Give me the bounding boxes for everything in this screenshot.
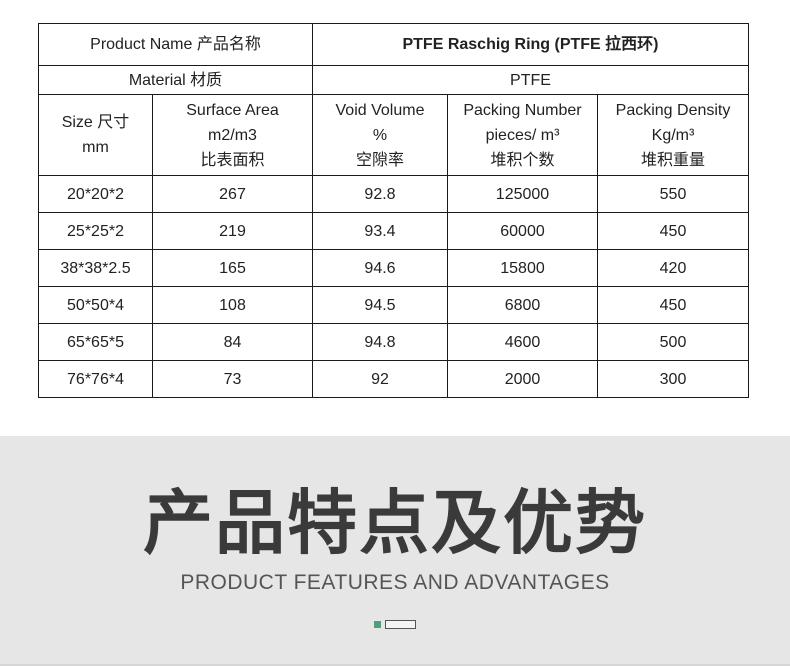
product-name-row: Product Name 产品名称 PTFE Raschig Ring (PTF… [38,23,749,66]
column-header-line: Packing Number [463,101,582,119]
table-row: 20*20*2 267 92.8 125000 550 [38,175,749,213]
packing-density-cell: 500 [597,323,749,361]
size-cell: 20*20*2 [38,175,153,213]
spec-table: Product Name 产品名称 PTFE Raschig Ring (PTF… [38,23,749,398]
packing-density-cell: 300 [597,360,749,398]
void-volume-cell: 92.8 [312,175,448,213]
column-header-line: 堆积重量 [640,151,705,169]
column-header-line: % [372,126,388,144]
table-row: 38*38*2.5 165 94.6 15800 420 [38,249,749,287]
packing-density-cell: 550 [597,175,749,213]
column-header-packing-density: Packing Density Kg/m³ 堆积重量 [597,94,749,176]
packing-number-cell: 2000 [447,360,598,398]
size-cell: 76*76*4 [38,360,153,398]
divider [0,664,790,666]
column-header-size: Size 尺寸 mm [38,94,153,176]
surface-area-cell: 73 [152,360,313,398]
size-cell: 38*38*2.5 [38,249,153,287]
column-header-packing-number: Packing Number pieces/ m³ 堆积个数 [447,94,598,176]
material-label: Material 材质 [38,65,313,95]
material-value: PTFE [312,65,749,95]
column-header-line: mm [82,139,109,156]
surface-area-cell: 108 [152,286,313,324]
column-header-line: 比表面积 [200,151,265,169]
column-header-line: m2/m3 [208,126,257,144]
column-header-line: Packing Density [615,101,731,119]
packing-density-cell: 450 [597,212,749,250]
size-cell: 50*50*4 [38,286,153,324]
table-row: 76*76*4 73 92 2000 300 [38,360,749,398]
section-title-chinese: 产品特点及优势 [143,482,647,564]
surface-area-cell: 165 [152,249,313,287]
size-cell: 65*65*5 [38,323,153,361]
void-volume-cell: 94.8 [312,323,448,361]
packing-number-cell: 6800 [447,286,598,324]
void-volume-cell: 94.5 [312,286,448,324]
column-header-line: pieces/ m³ [485,126,560,144]
packing-number-cell: 15800 [447,249,598,287]
column-header-void-volume: Void Volume % 空隙率 [312,94,448,176]
section-title-english: PRODUCT FEATURES AND ADVANTAGES [180,571,610,594]
table-row: 65*65*5 84 94.8 4600 500 [38,323,749,361]
column-header-line: Kg/m³ [651,126,695,144]
table-row: 25*25*2 219 93.4 60000 450 [38,212,749,250]
indicator-bar [385,620,416,629]
size-cell: 25*25*2 [38,212,153,250]
packing-density-cell: 420 [597,249,749,287]
packing-number-cell: 4600 [447,323,598,361]
surface-area-cell: 219 [152,212,313,250]
surface-area-cell: 84 [152,323,313,361]
material-row: Material 材质 PTFE [38,65,749,95]
column-header-line: 空隙率 [355,151,404,169]
table-row: 50*50*4 108 94.5 6800 450 [38,286,749,324]
void-volume-cell: 93.4 [312,212,448,250]
void-volume-cell: 92 [312,360,448,398]
product-name-value: PTFE Raschig Ring (PTFE 拉西环) [312,23,749,66]
column-header-line: 堆积个数 [490,151,555,169]
spec-section: Product Name 产品名称 PTFE Raschig Ring (PTF… [38,23,749,398]
packing-number-cell: 125000 [447,175,598,213]
column-header-line: Void Volume [335,101,425,119]
column-header-surface-area: Surface Area m2/m3 比表面积 [152,94,313,176]
column-header-line: Size 尺寸 [61,114,130,131]
surface-area-cell: 267 [152,175,313,213]
column-header-line: Surface Area [186,101,279,119]
indicator-active-dot [374,621,381,628]
void-volume-cell: 94.6 [312,249,448,287]
column-header-row: Size 尺寸 mm Surface Area m2/m3 比表面积 Void … [38,94,749,176]
product-name-label: Product Name 产品名称 [38,23,313,66]
packing-number-cell: 60000 [447,212,598,250]
packing-density-cell: 450 [597,286,749,324]
